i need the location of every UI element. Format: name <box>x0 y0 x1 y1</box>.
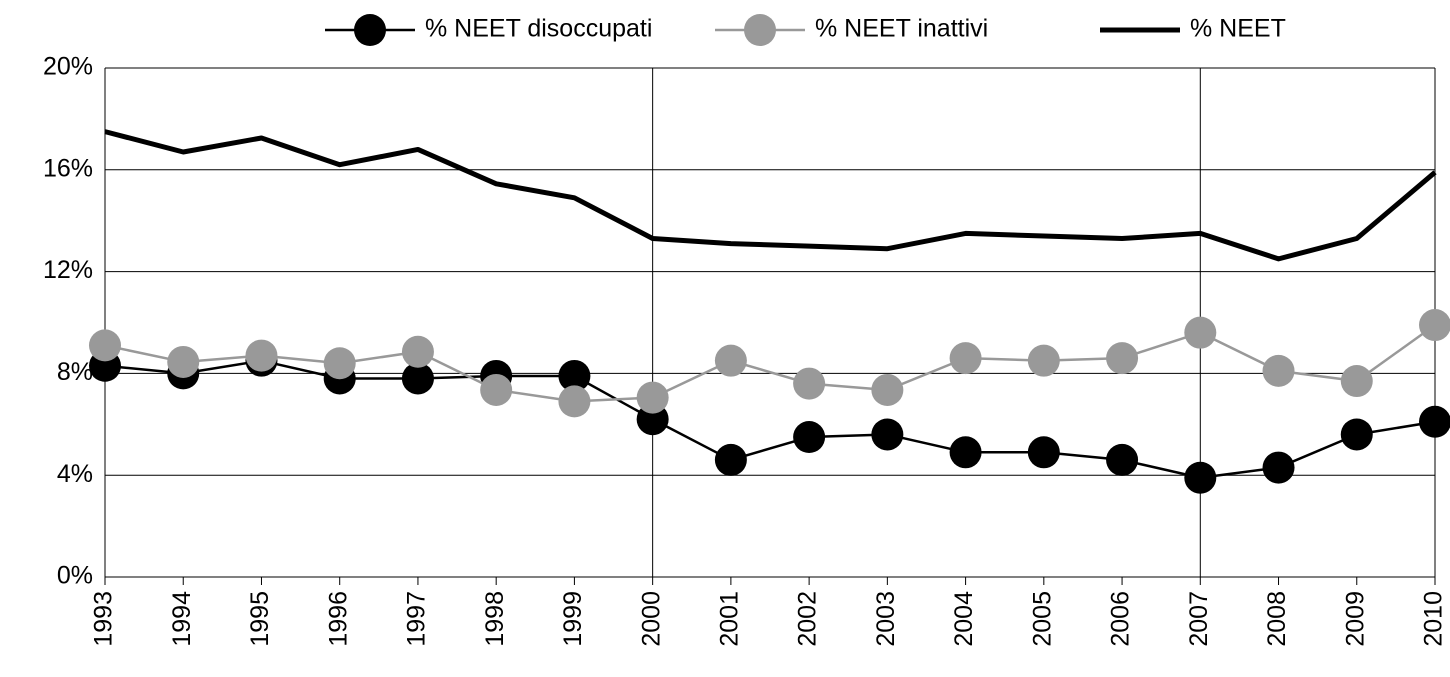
series-line <box>104 129 1437 262</box>
data-point <box>1027 436 1060 469</box>
x-tick-label: 2001 <box>715 591 743 647</box>
data-point <box>714 344 747 377</box>
y-tick-label: 12% <box>43 256 93 284</box>
data-point <box>949 436 982 469</box>
legend-label: % NEET inattivi <box>815 15 988 43</box>
x-tick-label: 1994 <box>168 591 196 647</box>
data-point <box>793 367 826 400</box>
data-point <box>558 385 591 418</box>
data-point <box>1419 405 1450 438</box>
data-point <box>1027 344 1060 377</box>
legend-marker <box>354 14 386 46</box>
data-point <box>793 421 826 454</box>
x-tick-label: 2006 <box>1107 591 1135 647</box>
x-tick-label: 1999 <box>559 591 587 647</box>
data-point <box>1340 418 1373 451</box>
data-point <box>323 347 356 380</box>
x-tick-label: 2007 <box>1185 591 1213 647</box>
data-point <box>558 359 591 392</box>
x-tick-label: 2003 <box>872 591 900 647</box>
x-tick-label: 2008 <box>1263 591 1291 647</box>
data-point <box>871 373 904 406</box>
x-tick-label: 2005 <box>1028 591 1056 647</box>
data-point <box>1262 451 1295 484</box>
x-tick-label: 1993 <box>90 591 118 647</box>
y-tick-label: 4% <box>57 460 93 488</box>
y-tick-label: 0% <box>57 562 93 590</box>
x-tick-label: 1997 <box>403 591 431 647</box>
data-point <box>1106 342 1139 375</box>
data-point <box>480 373 513 406</box>
data-point <box>1262 354 1295 387</box>
series-line <box>104 324 1436 403</box>
data-point <box>1184 461 1217 494</box>
x-tick-label: 2002 <box>794 591 822 647</box>
data-point <box>401 362 434 395</box>
data-point <box>1184 316 1217 349</box>
data-point <box>636 381 669 414</box>
x-tick-label: 2004 <box>950 591 978 647</box>
legend-marker <box>744 14 776 46</box>
x-tick-label: 2009 <box>1341 591 1369 647</box>
series-line <box>104 359 1436 479</box>
data-point <box>89 329 121 362</box>
data-point <box>167 345 200 378</box>
x-tick-label: 1996 <box>324 591 352 647</box>
legend-label: % NEET disoccupati <box>425 15 652 43</box>
data-point <box>245 339 278 372</box>
data-point <box>871 418 904 451</box>
y-tick-label: 8% <box>57 358 93 386</box>
data-point <box>401 335 434 368</box>
data-point <box>714 443 747 476</box>
y-tick-label: 20% <box>43 53 93 81</box>
data-point <box>1106 443 1139 476</box>
data-point <box>1419 309 1450 342</box>
x-tick-label: 2010 <box>1420 591 1448 647</box>
data-point <box>1340 365 1373 398</box>
x-tick-label: 2000 <box>637 591 665 647</box>
legend-label: % NEET <box>1190 15 1286 43</box>
data-point <box>949 342 982 375</box>
x-tick-label: 1998 <box>481 591 509 647</box>
y-tick-label: 16% <box>43 154 93 182</box>
x-tick-label: 1995 <box>246 591 274 647</box>
